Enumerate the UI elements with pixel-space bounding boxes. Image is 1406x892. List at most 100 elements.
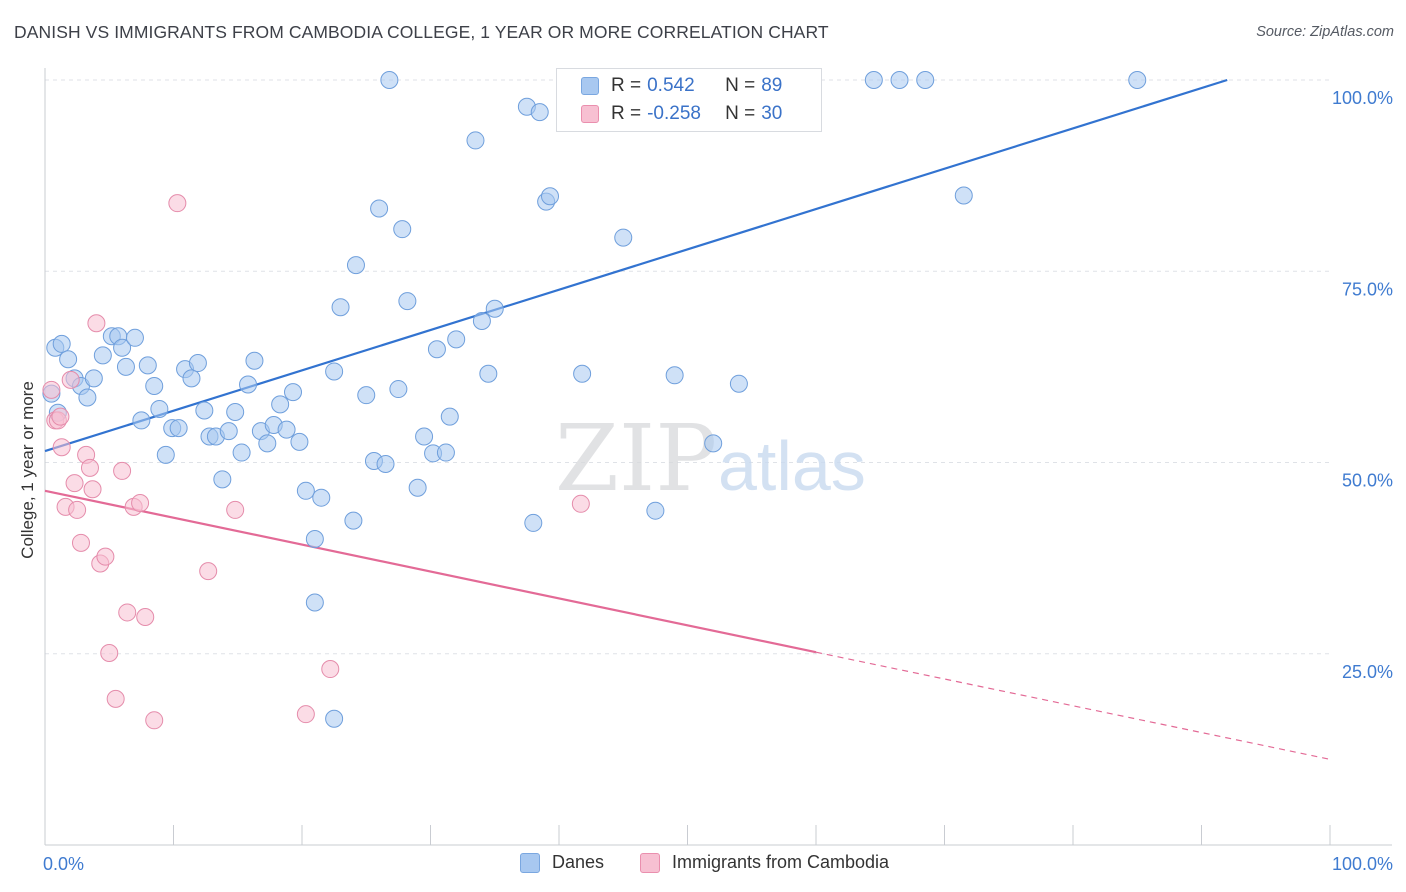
- watermark-atlas: atlas: [718, 427, 866, 505]
- y-tick-label: 25.0%: [1342, 662, 1393, 682]
- point-danes: [415, 427, 434, 446]
- point-cambodia: [131, 494, 150, 513]
- correlation-legend: R = 0.542 N = 89 R = -0.258 N = 30: [556, 68, 822, 132]
- point-danes: [524, 513, 543, 532]
- point-danes: [188, 354, 207, 373]
- point-danes: [479, 364, 498, 383]
- point-danes: [447, 330, 466, 349]
- tick-labels: 25.0% 50.0% 75.0% 100.0% 0.0% 100.0%: [43, 88, 1393, 874]
- point-danes: [954, 186, 973, 205]
- point-cambodia: [87, 314, 106, 333]
- y-tick-label: 50.0%: [1342, 471, 1393, 491]
- point-danes: [150, 399, 169, 418]
- trend-line-0: [44, 78, 1228, 453]
- n-value-cambodia: 30: [761, 103, 783, 124]
- point-danes: [59, 350, 78, 369]
- point-danes: [213, 470, 232, 489]
- n-label: N =: [725, 103, 756, 124]
- point-danes: [296, 481, 315, 500]
- legend-item-cambodia[interactable]: Immigrants from Cambodia: [640, 852, 889, 873]
- point-danes: [393, 220, 412, 239]
- point-cambodia: [83, 480, 102, 499]
- point-danes: [376, 455, 395, 474]
- point-cambodia: [106, 689, 125, 708]
- point-cambodia: [136, 608, 155, 627]
- point-danes: [325, 362, 344, 381]
- point-danes: [646, 501, 665, 520]
- trend-line-dashed-1: [815, 651, 1331, 760]
- point-cambodia: [42, 380, 61, 399]
- point-danes: [52, 334, 71, 353]
- point-cambodia: [321, 660, 340, 679]
- point-danes: [113, 338, 132, 357]
- point-cambodia: [113, 461, 132, 480]
- point-danes: [271, 395, 290, 414]
- point-danes: [1128, 71, 1147, 89]
- y-tick-label: 100.0%: [1332, 88, 1393, 108]
- legend-row-danes: R = 0.542 N = 89: [581, 74, 782, 98]
- point-danes: [84, 369, 103, 388]
- point-danes: [380, 71, 399, 89]
- x-tick-label: 0.0%: [43, 854, 84, 874]
- chart-title: DANISH VS IMMIGRANTS FROM CAMBODIA COLLE…: [14, 22, 829, 42]
- point-danes: [408, 478, 427, 497]
- point-danes: [195, 401, 214, 420]
- legend-label-cambodia: Immigrants from Cambodia: [672, 852, 890, 872]
- r-label: R =: [611, 103, 642, 124]
- point-cambodia: [51, 407, 70, 426]
- n-value-danes: 89: [761, 75, 783, 96]
- point-danes: [472, 311, 491, 330]
- point-cambodia: [80, 458, 99, 477]
- danes-swatch-icon: [581, 77, 599, 95]
- point-danes: [665, 366, 684, 385]
- point-danes: [182, 369, 201, 388]
- point-danes: [239, 375, 258, 394]
- point-cambodia: [65, 474, 84, 493]
- point-danes: [169, 419, 188, 438]
- point-danes: [331, 298, 350, 317]
- point-cambodia: [571, 494, 590, 513]
- point-danes: [325, 709, 344, 728]
- watermark: ZIP atlas: [555, 405, 866, 512]
- point-danes: [370, 199, 389, 218]
- cambodia-swatch-icon: [581, 105, 599, 123]
- point-danes: [541, 187, 560, 206]
- point-danes: [436, 443, 455, 462]
- r-value-cambodia: -0.258: [647, 103, 701, 124]
- source-credit: Source: ZipAtlas.com: [1256, 24, 1394, 40]
- point-cambodia: [145, 711, 164, 730]
- point-cambodia: [71, 533, 90, 552]
- point-danes: [305, 593, 324, 612]
- point-cambodia: [68, 500, 87, 519]
- axes: [44, 68, 1392, 846]
- point-cambodia: [168, 194, 187, 213]
- point-danes: [290, 432, 309, 451]
- point-danes: [530, 103, 549, 122]
- point-danes: [614, 228, 633, 247]
- point-danes: [466, 131, 485, 150]
- point-danes: [357, 386, 376, 405]
- watermark-zip: ZIP: [555, 405, 717, 512]
- y-tick-label: 75.0%: [1342, 279, 1393, 299]
- point-danes: [346, 256, 365, 275]
- point-danes: [138, 356, 157, 375]
- point-danes: [398, 292, 417, 311]
- point-cambodia: [296, 705, 315, 724]
- legend-row-cambodia: R = -0.258 N = 30: [581, 102, 782, 126]
- point-danes: [232, 443, 251, 462]
- point-danes: [132, 411, 151, 430]
- point-danes: [145, 377, 164, 395]
- data-points: [42, 71, 1147, 730]
- legend-item-danes[interactable]: Danes: [520, 852, 604, 873]
- point-danes: [78, 388, 97, 407]
- point-danes: [226, 403, 245, 422]
- point-danes: [344, 511, 363, 530]
- point-cambodia: [61, 370, 80, 389]
- point-danes: [916, 71, 935, 89]
- point-cambodia: [96, 547, 115, 566]
- point-danes: [427, 340, 446, 359]
- point-danes: [245, 351, 264, 370]
- r-label: R =: [611, 75, 642, 96]
- point-danes: [864, 71, 883, 89]
